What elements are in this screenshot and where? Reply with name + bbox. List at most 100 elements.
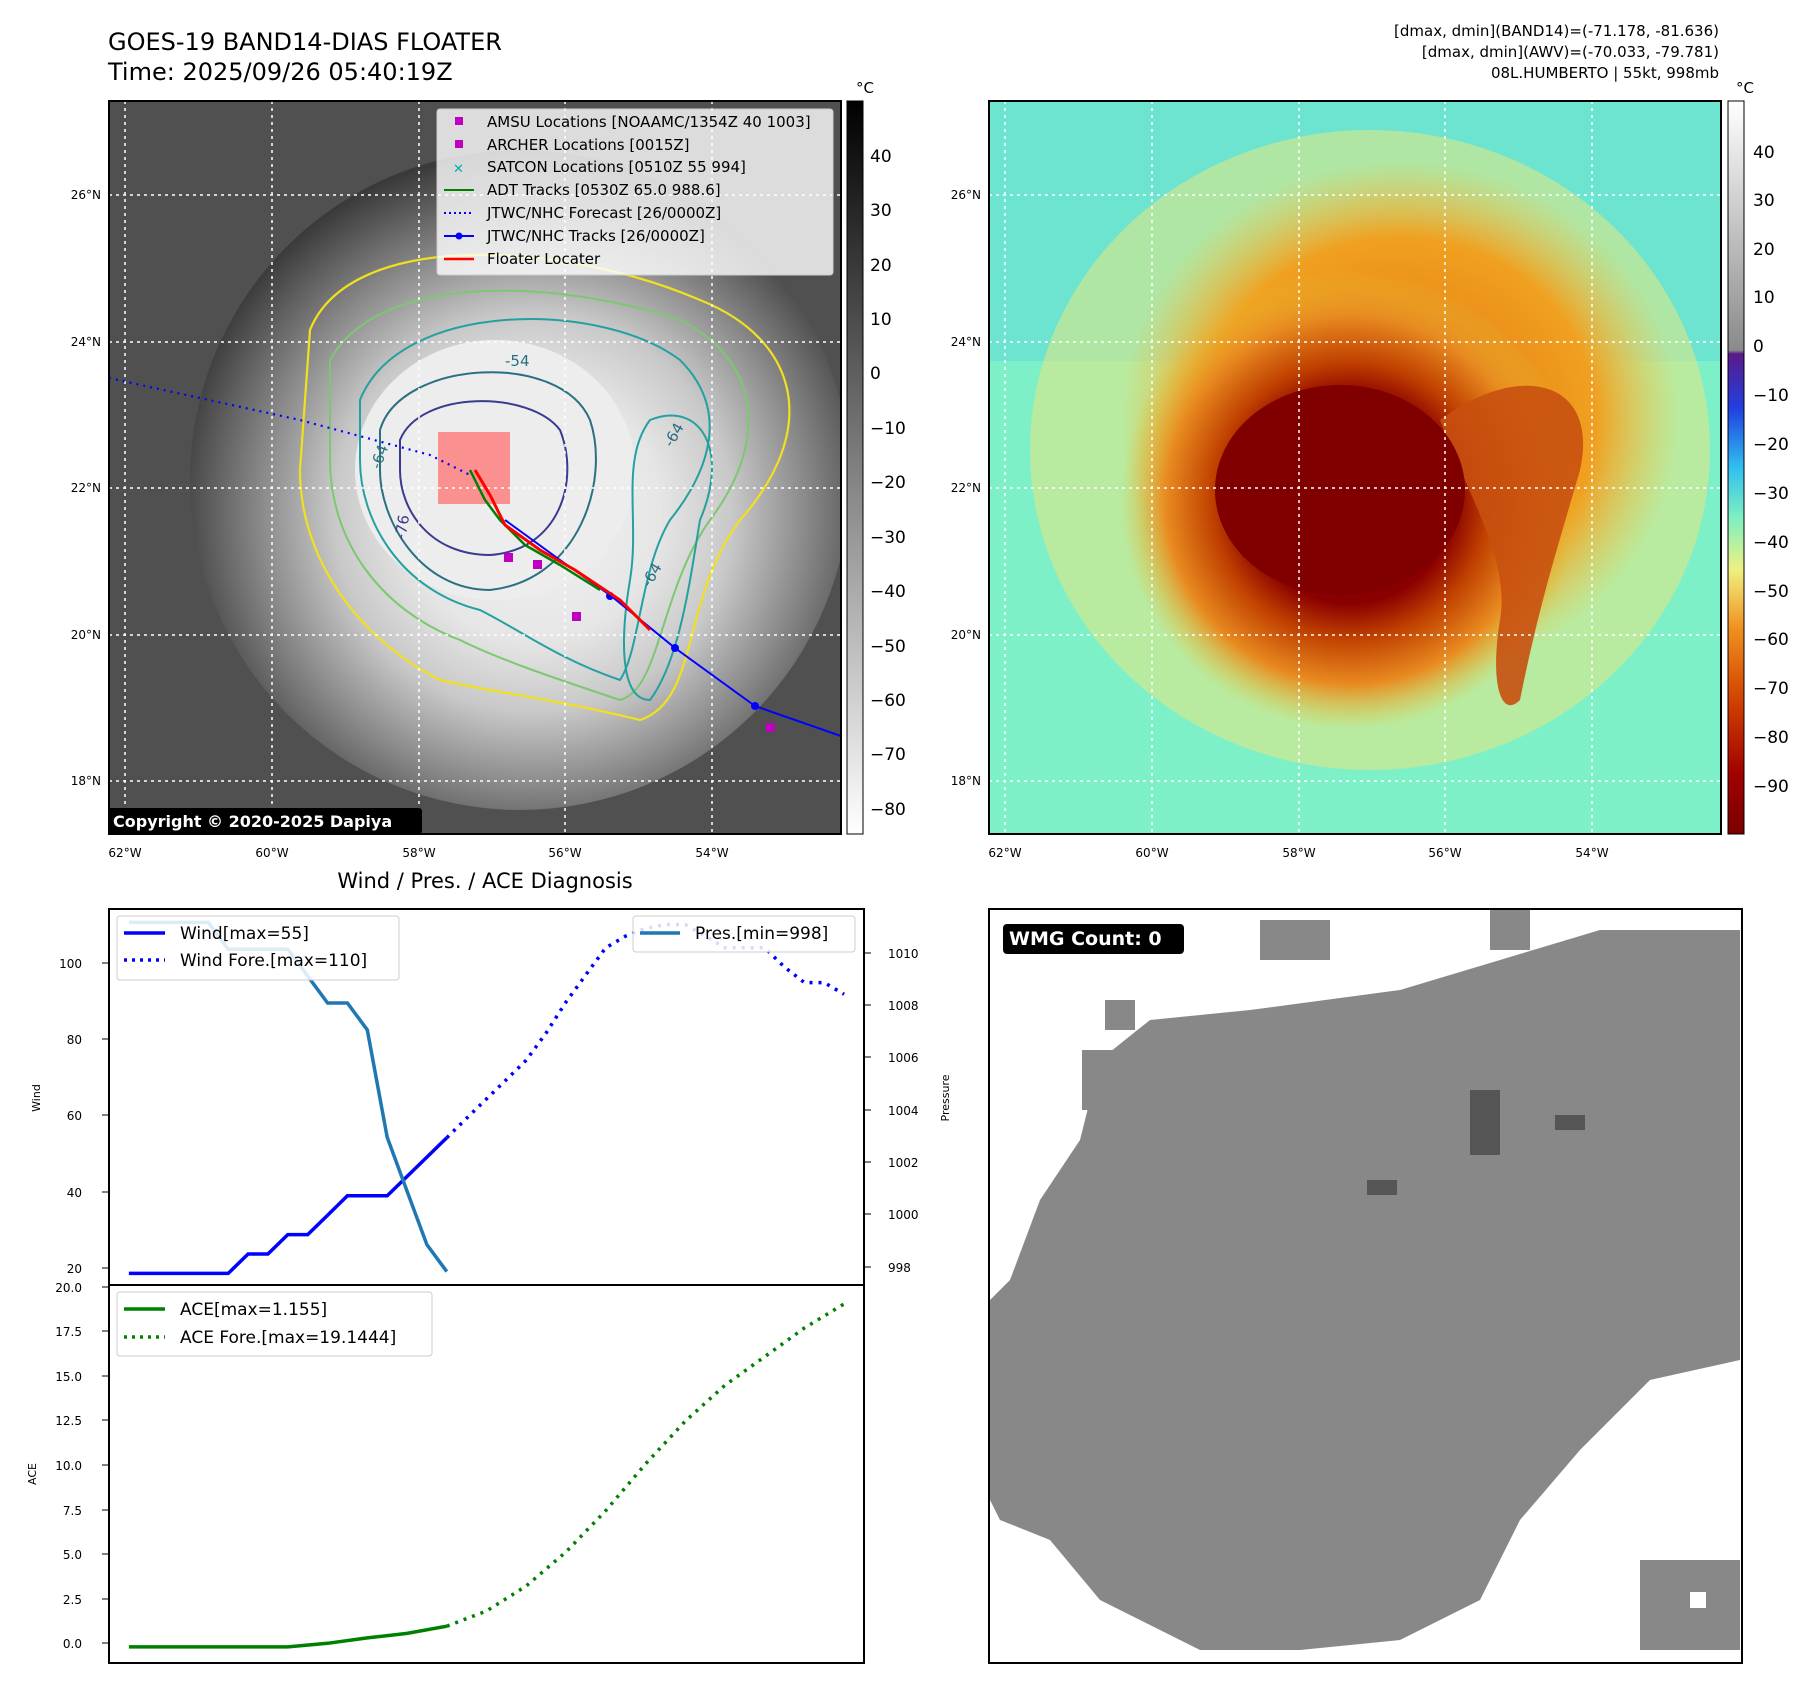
ir-colorbar: 40 30 20 10 0 −10 −20 −30 −40 −50 −60 −7… (846, 100, 906, 835)
colorbar-tick: 0 (870, 364, 881, 384)
wind-tick: 60 (67, 1109, 82, 1123)
colorbar-tick: −20 (870, 473, 906, 493)
colorbar-tick: −90 (1753, 777, 1789, 797)
awv-lat-ticks: 26°N 24°N 22°N 20°N 18°N (951, 188, 981, 788)
lat-tick: 20°N (71, 628, 101, 642)
info-storm: 08L.HUMBERTO | 55kt, 998mb (1490, 64, 1719, 82)
lat-tick: 26°N (71, 188, 101, 202)
ace-tick: 0.0 (63, 1637, 82, 1651)
awv-colorbar: 40 30 20 10 0 −10 −20 −30 −40 −50 −60 −7… (1727, 100, 1789, 835)
lat-tick: 18°N (951, 774, 981, 788)
ir-lon-ticks: 62°W 60°W 58°W 56°W 54°W (108, 846, 728, 860)
archer-location-marker (572, 612, 581, 621)
ir-legend: ✕ AMSU Locations [NOAAMC/1354Z 40 1003] … (436, 108, 834, 276)
pressure-legend: Pres.[min=998] (632, 915, 856, 953)
wmg-panel: WMG Count: 0 (988, 908, 1743, 1664)
colorbar-tick: 30 (1753, 191, 1775, 211)
lat-tick: 22°N (71, 481, 101, 495)
colorbar-tick: 20 (1753, 240, 1775, 260)
pres-tick: 1008 (888, 999, 919, 1013)
amsu-legend-marker (455, 117, 463, 125)
legend-floater: Floater Locater (487, 250, 601, 268)
lon-tick: 60°W (1135, 846, 1168, 860)
pres-tick: 998 (888, 1261, 911, 1275)
ace-tick: 2.5 (63, 1593, 82, 1607)
legend-ace: ACE[max=1.155] (180, 1300, 327, 1320)
figure-title: GOES-19 BAND14-DIAS FLOATER (108, 28, 502, 56)
pres-tick: 1010 (888, 947, 919, 961)
archer-location-marker (533, 560, 542, 569)
ace-tick: 10.0 (55, 1459, 82, 1473)
ir-image-panel: -54 -64 -64 -64 -76 ✕ AMSU Locations [NO… (108, 100, 842, 835)
pressure-ylabel: Pressure (939, 1074, 952, 1121)
ir-lat-ticks: 26°N 24°N 22°N 20°N 18°N (71, 188, 101, 788)
figure-time: Time: 2025/09/26 05:40:19Z (108, 58, 453, 86)
diag-title: Wind / Pres. / ACE Diagnosis (337, 869, 632, 893)
lat-tick: 26°N (951, 188, 981, 202)
jtwc-track-point (671, 644, 679, 652)
info-awv: [dmax, dmin](AWV)=(-70.033, -79.781) (1421, 43, 1719, 61)
colorbar-tick: −70 (1753, 679, 1789, 699)
colorbar-tick: −20 (1753, 435, 1789, 455)
wind-ticks: 100 80 60 40 20 (59, 957, 82, 1276)
lon-tick: 58°W (402, 846, 435, 860)
wind-legend: Wind[max=55] Wind Fore.[max=110] (116, 915, 400, 981)
series-line-0-0 (128, 1136, 449, 1276)
legend-satcon: SATCON Locations [0510Z 55 994] (487, 158, 746, 176)
wmg-count-badge (1003, 924, 1184, 954)
series-line-2-1 (446, 1302, 846, 1628)
archer-location-marker (504, 553, 513, 562)
awv-image-panel (988, 100, 1722, 835)
pres-tick: 1002 (888, 1156, 919, 1170)
ace-tick: 12.5 (55, 1414, 82, 1428)
adt-track-line (468, 469, 601, 592)
copyright-badge (108, 808, 422, 834)
ace-tick: 20.0 (55, 1281, 82, 1295)
wind-tick: 100 (59, 957, 82, 971)
legend-ace-fore: ACE Fore.[max=19.1444] (180, 1328, 396, 1348)
colorbar-tick: −10 (1753, 386, 1789, 406)
track-legend-dot (455, 232, 463, 240)
lon-tick: 56°W (1428, 846, 1461, 860)
colorbar-tick: −80 (1753, 728, 1789, 748)
lat-tick: 24°N (951, 335, 981, 349)
ace-tick: 5.0 (63, 1548, 82, 1562)
pres-tick: 1000 (888, 1208, 919, 1222)
legend-pres: Pres.[min=998] (695, 924, 828, 944)
legend-amsu: AMSU Locations [NOAAMC/1354Z 40 1003] (487, 113, 811, 131)
legend-archer: ARCHER Locations [0015Z] (487, 136, 690, 154)
ace-tick: 15.0 (55, 1370, 82, 1384)
wind-tick: 80 (67, 1033, 82, 1047)
lat-tick: 18°N (71, 774, 101, 788)
lon-tick: 54°W (1575, 846, 1608, 860)
ace-legend: ACE[max=1.155] ACE Fore.[max=19.1444] (116, 1291, 433, 1357)
colorbar-tick: −10 (870, 419, 906, 439)
legend-tracks: JTWC/NHC Tracks [26/0000Z] (486, 227, 705, 245)
lon-tick: 54°W (695, 846, 728, 860)
legend-wind-fore: Wind Fore.[max=110] (180, 951, 367, 971)
colorbar-tick: 10 (1753, 288, 1775, 308)
colorbar-tick: −60 (870, 691, 906, 711)
floater-locater-line (473, 469, 652, 632)
jtwc-track-point (751, 702, 759, 710)
satcon-legend-marker: ✕ (453, 162, 464, 177)
lon-tick: 56°W (548, 846, 581, 860)
ace-ticks: 20.0 17.5 15.0 12.5 10.0 7.5 5.0 2.5 0.0 (55, 1281, 82, 1651)
lon-tick: 62°W (988, 846, 1021, 860)
colorbar-tick: −50 (870, 637, 906, 657)
ace-tick: 17.5 (55, 1325, 82, 1339)
lon-tick: 62°W (108, 846, 141, 860)
series-line-0-1 (445, 922, 845, 1139)
pressure-ticks: 1010 1008 1006 1004 1002 1000 998 (888, 947, 919, 1275)
colorbar-tick: 20 (870, 256, 892, 276)
colorbar-tick: 0 (1753, 337, 1764, 357)
info-band14: [dmax, dmin](BAND14)=(-71.178, -81.636) (1394, 22, 1719, 40)
lon-tick: 58°W (1282, 846, 1315, 860)
ace-ylabel: ACE (26, 1463, 39, 1485)
colorbar-tick: 40 (870, 147, 892, 167)
legend-adt: ADT Tracks [0530Z 65.0 988.6] (487, 181, 721, 199)
colorbar-tick: −40 (1753, 533, 1789, 553)
lat-tick: 22°N (951, 481, 981, 495)
lat-tick: 24°N (71, 335, 101, 349)
